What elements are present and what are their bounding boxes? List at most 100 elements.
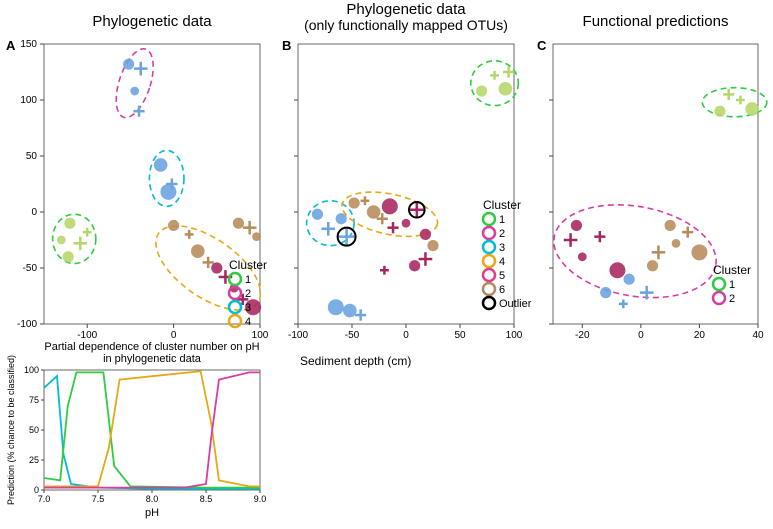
data-point (380, 266, 389, 275)
svg-text:Phylogenetic data: Phylogenetic data (92, 13, 212, 30)
data-point (665, 220, 676, 231)
data-point (154, 158, 168, 172)
svg-text:Cluster: Cluster (713, 263, 751, 277)
data-point (476, 85, 487, 96)
cluster-hull (471, 61, 519, 106)
svg-text:4: 4 (245, 316, 251, 328)
depth-legend: Sediment depth (cm) (300, 354, 411, 368)
data-point (185, 230, 194, 239)
data-point (160, 184, 176, 200)
data-point (211, 262, 222, 273)
data-point (503, 66, 514, 77)
data-point (672, 239, 681, 248)
cluster-legend: Cluster123456Outlier (483, 198, 532, 310)
data-point (336, 213, 347, 224)
svg-text:100: 100 (506, 330, 523, 341)
svg-text:in phylogenetic data: in phylogenetic data (103, 353, 202, 365)
svg-text:40: 40 (752, 330, 764, 341)
svg-text:0: 0 (31, 207, 37, 218)
data-point (499, 82, 513, 96)
svg-text:0: 0 (403, 330, 409, 341)
svg-text:9.0: 9.0 (254, 494, 267, 504)
svg-text:Functional predictions: Functional predictions (583, 13, 729, 30)
svg-text:A: A (6, 38, 16, 53)
data-point (600, 287, 611, 298)
pd-line (44, 372, 260, 487)
data-point (63, 251, 74, 262)
svg-text:50: 50 (26, 151, 38, 162)
data-point (594, 231, 605, 242)
data-point (382, 198, 398, 214)
data-point (578, 252, 587, 261)
data-point (419, 252, 433, 266)
data-point (736, 96, 745, 105)
data-point (168, 220, 179, 231)
data-point (57, 236, 66, 245)
data-point (564, 233, 578, 247)
data-point (714, 106, 725, 117)
data-point (571, 220, 582, 231)
svg-text:20: 20 (694, 330, 706, 341)
svg-text:Phylogenetic data: Phylogenetic data (346, 1, 466, 18)
svg-text:Partial dependence of cluster: Partial dependence of cluster number on … (44, 341, 259, 353)
svg-text:100: 100 (252, 330, 269, 341)
svg-text:5: 5 (499, 270, 505, 282)
svg-text:-20: -20 (575, 330, 590, 341)
data-point (73, 237, 87, 251)
svg-text:100: 100 (20, 95, 37, 106)
figure-svg: -1000100-100-50050100150Cluster1234Phylo… (0, 0, 773, 529)
panel: -2002040Cluster12 (546, 44, 766, 341)
data-point (133, 106, 144, 117)
svg-text:4: 4 (499, 256, 505, 268)
svg-text:Outlier: Outlier (499, 298, 532, 310)
svg-text:100: 100 (24, 365, 39, 375)
svg-text:-50: -50 (23, 263, 38, 274)
data-point (130, 87, 139, 96)
svg-text:1: 1 (245, 274, 251, 286)
svg-text:8.5: 8.5 (200, 494, 213, 504)
data-point (355, 309, 366, 320)
data-point (312, 209, 323, 220)
svg-text:(only functionally mapped OTUs: (only functionally mapped OTUs) (304, 17, 508, 33)
data-point (233, 218, 244, 229)
svg-text:6: 6 (499, 284, 505, 296)
svg-text:75: 75 (29, 395, 39, 405)
svg-text:C: C (537, 38, 547, 53)
svg-text:2: 2 (245, 288, 251, 300)
panel: -100-50050100Cluster123456Outlier (288, 44, 532, 341)
data-point (652, 246, 666, 260)
svg-text:Cluster: Cluster (229, 258, 267, 272)
partial-dependence-plot: Partial dependence of cluster number on … (6, 341, 266, 519)
svg-text:25: 25 (29, 455, 39, 465)
data-point (409, 202, 425, 218)
data-point (83, 228, 92, 237)
cluster-legend: Cluster 1 2 3 4 (229, 258, 267, 328)
data-point (343, 304, 357, 318)
data-point (361, 196, 370, 205)
data-point (321, 222, 335, 236)
svg-text:Cluster: Cluster (483, 198, 521, 212)
data-point (619, 299, 628, 308)
svg-text:3: 3 (245, 302, 251, 314)
data-point (640, 286, 654, 300)
data-point (367, 205, 381, 219)
pd-line (44, 371, 260, 486)
svg-text:8.0: 8.0 (146, 494, 159, 504)
svg-text:2: 2 (729, 293, 735, 305)
data-point (134, 62, 148, 76)
svg-text:0: 0 (171, 330, 177, 341)
data-point (723, 89, 734, 100)
data-point (490, 71, 499, 80)
svg-text:-100: -100 (17, 319, 37, 330)
svg-text:-50: -50 (345, 330, 360, 341)
data-point (745, 102, 759, 116)
svg-text:Sediment depth (cm): Sediment depth (cm) (300, 354, 411, 368)
data-point (647, 260, 658, 271)
data-point (191, 244, 205, 258)
data-point (328, 299, 344, 315)
data-point (64, 218, 75, 229)
panel: -1000100-100-50050100150Cluster1234 (17, 39, 274, 341)
data-point (682, 227, 693, 238)
pd-line (44, 372, 260, 487)
data-point (402, 219, 411, 228)
